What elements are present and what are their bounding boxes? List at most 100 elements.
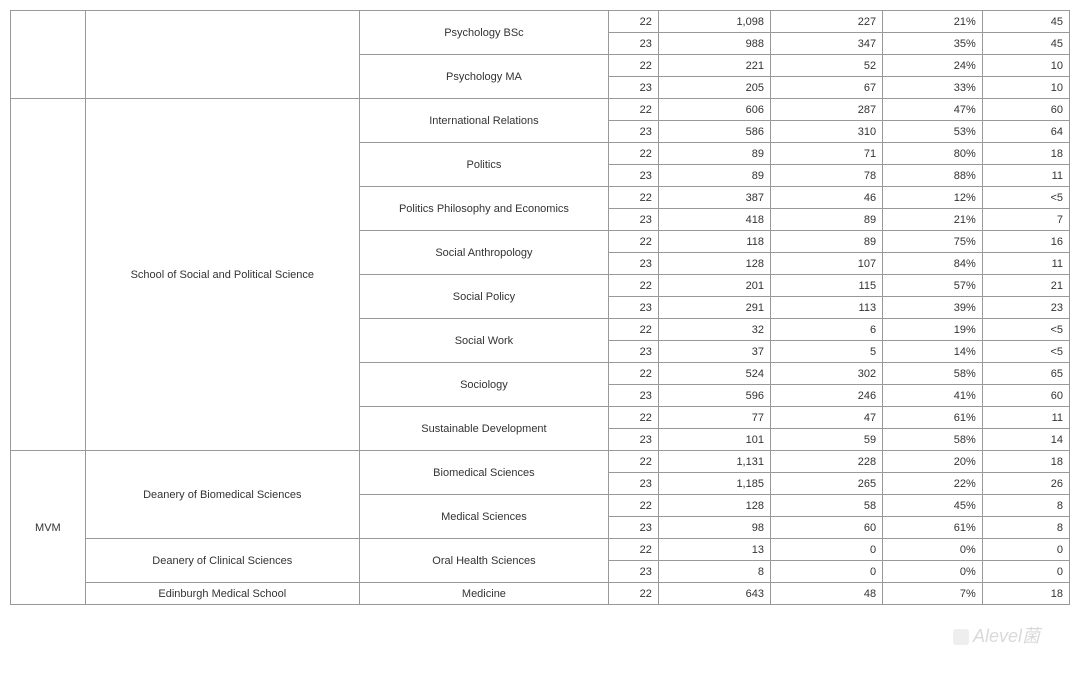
applications-cell: 418 — [658, 209, 770, 231]
year-cell: 23 — [609, 341, 659, 363]
table-row: School of Social and Political ScienceIn… — [11, 99, 1070, 121]
applications-cell: 89 — [658, 165, 770, 187]
intake-cell: 60 — [982, 385, 1069, 407]
applications-cell: 101 — [658, 429, 770, 451]
offer-rate-cell: 58% — [883, 429, 983, 451]
offer-rate-cell: 58% — [883, 363, 983, 385]
applications-cell: 291 — [658, 297, 770, 319]
programme-cell: Social Policy — [359, 275, 608, 319]
offer-rate-cell: 19% — [883, 319, 983, 341]
intake-cell: 18 — [982, 451, 1069, 473]
intake-cell: 8 — [982, 495, 1069, 517]
intake-cell: 14 — [982, 429, 1069, 451]
offer-rate-cell: 57% — [883, 275, 983, 297]
year-cell: 22 — [609, 143, 659, 165]
offer-rate-cell: 84% — [883, 253, 983, 275]
offer-rate-cell: 45% — [883, 495, 983, 517]
offers-cell: 115 — [770, 275, 882, 297]
programme-cell: Politics Philosophy and Economics — [359, 187, 608, 231]
intake-cell: 7 — [982, 209, 1069, 231]
offer-rate-cell: 39% — [883, 297, 983, 319]
year-cell: 23 — [609, 473, 659, 495]
programme-cell: Medical Sciences — [359, 495, 608, 539]
programme-cell: Biomedical Sciences — [359, 451, 608, 495]
year-cell: 23 — [609, 209, 659, 231]
offers-cell: 60 — [770, 517, 882, 539]
offer-rate-cell: 20% — [883, 451, 983, 473]
intake-cell: 11 — [982, 165, 1069, 187]
applications-cell: 221 — [658, 55, 770, 77]
offer-rate-cell: 41% — [883, 385, 983, 407]
intake-cell: 0 — [982, 561, 1069, 583]
intake-cell: 65 — [982, 363, 1069, 385]
offer-rate-cell: 61% — [883, 517, 983, 539]
year-cell: 22 — [609, 583, 659, 605]
applications-cell: 118 — [658, 231, 770, 253]
offers-cell: 89 — [770, 209, 882, 231]
offers-cell: 107 — [770, 253, 882, 275]
programme-cell: Psychology MA — [359, 55, 608, 99]
offers-cell: 48 — [770, 583, 882, 605]
offer-rate-cell: 7% — [883, 583, 983, 605]
offers-cell: 47 — [770, 407, 882, 429]
year-cell: 22 — [609, 407, 659, 429]
school-cell: School of Social and Political Science — [85, 99, 359, 451]
year-cell: 23 — [609, 253, 659, 275]
intake-cell: <5 — [982, 187, 1069, 209]
year-cell: 22 — [609, 187, 659, 209]
applications-cell: 205 — [658, 77, 770, 99]
applications-cell: 89 — [658, 143, 770, 165]
year-cell: 22 — [609, 539, 659, 561]
offer-rate-cell: 21% — [883, 11, 983, 33]
year-cell: 22 — [609, 55, 659, 77]
college-cell — [11, 11, 86, 99]
year-cell: 23 — [609, 429, 659, 451]
offers-cell: 228 — [770, 451, 882, 473]
offers-cell: 58 — [770, 495, 882, 517]
school-cell: Deanery of Biomedical Sciences — [85, 451, 359, 539]
college-cell — [11, 99, 86, 451]
programme-cell: Social Anthropology — [359, 231, 608, 275]
school-cell — [85, 11, 359, 99]
applications-cell: 1,098 — [658, 11, 770, 33]
programme-cell: Sustainable Development — [359, 407, 608, 451]
school-cell: Deanery of Clinical Sciences — [85, 539, 359, 583]
programme-cell: International Relations — [359, 99, 608, 143]
intake-cell: 0 — [982, 539, 1069, 561]
applications-cell: 98 — [658, 517, 770, 539]
year-cell: 22 — [609, 495, 659, 517]
applications-cell: 13 — [658, 539, 770, 561]
applications-cell: 596 — [658, 385, 770, 407]
intake-cell: 11 — [982, 407, 1069, 429]
applications-cell: 988 — [658, 33, 770, 55]
offer-rate-cell: 21% — [883, 209, 983, 231]
programme-cell: Social Work — [359, 319, 608, 363]
table-row: Edinburgh Medical SchoolMedicine22643487… — [11, 583, 1070, 605]
year-cell: 22 — [609, 451, 659, 473]
intake-cell: <5 — [982, 319, 1069, 341]
applications-cell: 1,131 — [658, 451, 770, 473]
intake-cell: 64 — [982, 121, 1069, 143]
year-cell: 22 — [609, 11, 659, 33]
offer-rate-cell: 33% — [883, 77, 983, 99]
year-cell: 22 — [609, 363, 659, 385]
offers-cell: 347 — [770, 33, 882, 55]
intake-cell: 16 — [982, 231, 1069, 253]
offer-rate-cell: 0% — [883, 561, 983, 583]
year-cell: 22 — [609, 231, 659, 253]
year-cell: 23 — [609, 121, 659, 143]
offers-cell: 0 — [770, 539, 882, 561]
offer-rate-cell: 88% — [883, 165, 983, 187]
year-cell: 22 — [609, 319, 659, 341]
year-cell: 23 — [609, 33, 659, 55]
offers-cell: 0 — [770, 561, 882, 583]
applications-cell: 128 — [658, 253, 770, 275]
offers-cell: 67 — [770, 77, 882, 99]
offers-cell: 302 — [770, 363, 882, 385]
programme-cell: Sociology — [359, 363, 608, 407]
year-cell: 23 — [609, 561, 659, 583]
table-row: MVMDeanery of Biomedical SciencesBiomedi… — [11, 451, 1070, 473]
applications-cell: 1,185 — [658, 473, 770, 495]
offer-rate-cell: 24% — [883, 55, 983, 77]
offer-rate-cell: 22% — [883, 473, 983, 495]
